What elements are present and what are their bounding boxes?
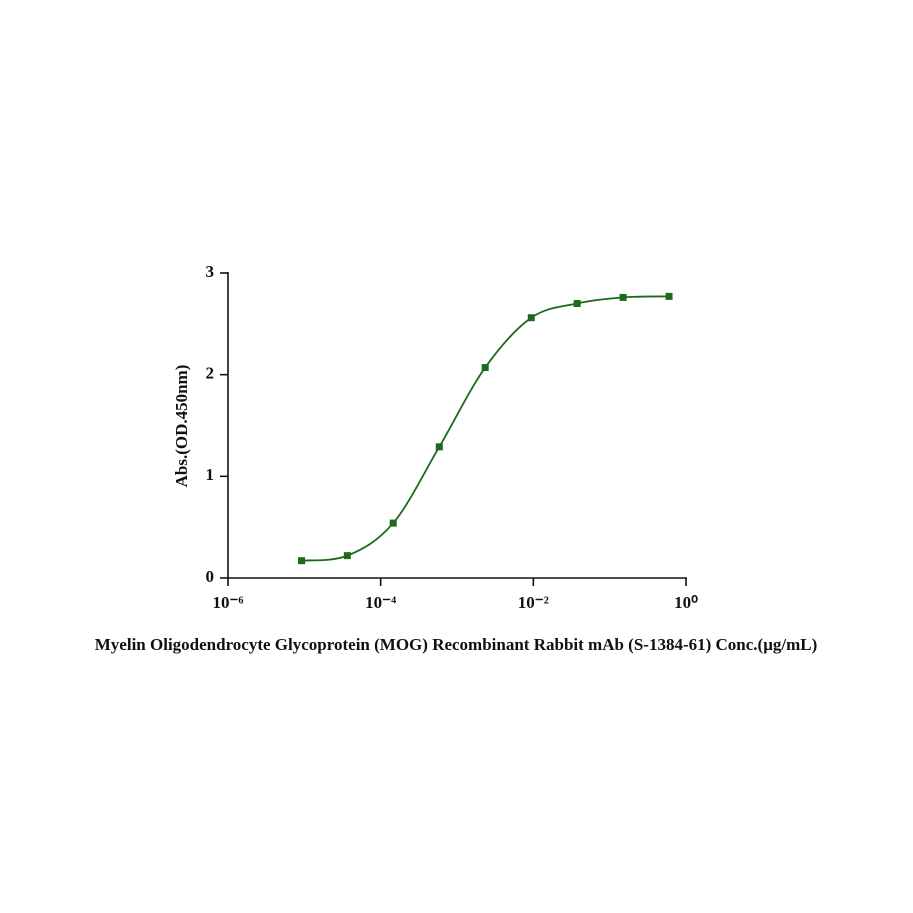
x-axis-label: Myelin Oligodendrocyte Glycoprotein (MOG… xyxy=(95,635,818,654)
y-tick-label: 2 xyxy=(206,364,215,383)
fit-curve xyxy=(301,295,670,562)
data-point xyxy=(298,557,306,565)
data-point xyxy=(343,552,351,560)
x-tick-label: 10⁻² xyxy=(518,593,549,612)
y-tick-label: 3 xyxy=(206,262,215,281)
x-tick-label: 10⁰ xyxy=(674,593,698,612)
x-tick-label: 10⁻⁶ xyxy=(212,593,243,612)
data-point xyxy=(481,364,489,372)
data-point xyxy=(573,300,581,307)
data-point xyxy=(527,314,535,322)
y-tick-label: 0 xyxy=(206,567,215,586)
data-point xyxy=(389,519,397,527)
data-point xyxy=(435,443,443,451)
data-point xyxy=(665,292,673,300)
y-tick-label: 1 xyxy=(206,465,215,484)
x-tick-label: 10⁻⁴ xyxy=(365,593,396,612)
data-point xyxy=(619,293,627,301)
y-axis-label: Abs.(OD.450nm) xyxy=(172,365,191,488)
